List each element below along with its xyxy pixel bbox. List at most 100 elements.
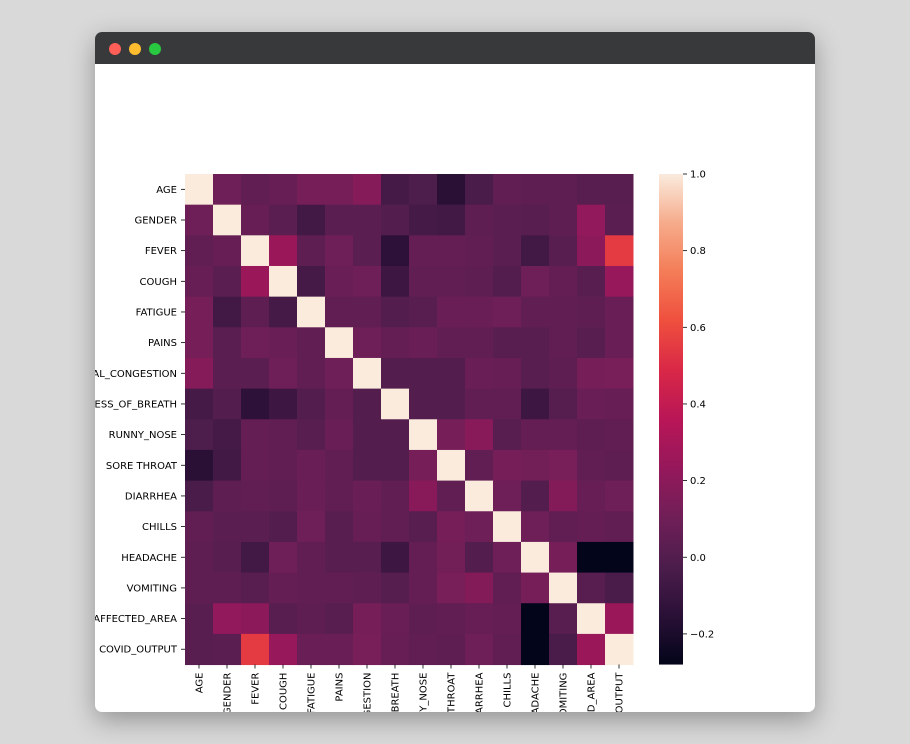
heatmap-cell (605, 235, 634, 267)
heatmap-cell (185, 633, 214, 666)
y-tick-labels: AGE GENDER FEVER COUGH FATIGUE PAINS AL_CONGES… (95, 185, 185, 656)
heatmap-cell (521, 541, 550, 574)
heatmap-cell (493, 449, 522, 482)
heatmap-cell (409, 480, 438, 512)
y-tick-label: RUNNY_NOSE (109, 430, 177, 441)
heatmap-cell (409, 603, 438, 635)
correlation-heatmap: AGE GENDER FEVER COUGH FATIGUE PAINS AL_CONGES… (95, 170, 714, 713)
heatmap-cell (465, 357, 494, 390)
zoom-window-button[interactable] (149, 43, 161, 55)
heatmap-cell (185, 327, 214, 359)
heatmap-cell (241, 449, 270, 482)
heatmap-cell (241, 296, 270, 328)
x-tick-label: RUNNY_NOSE (419, 673, 430, 712)
heatmap-cell (549, 357, 578, 390)
x-tick-label: DIARRHEA (475, 672, 486, 712)
heatmap-cell (325, 388, 354, 420)
heatmap-cell (353, 419, 382, 451)
x-tick-labels: AGE GENDER FEVER COUGH FATIGUE PAINS _CONGESTI… (195, 664, 626, 712)
heatmap-cell (185, 480, 214, 512)
heatmap-cell (605, 327, 634, 359)
heatmap-cell (409, 541, 438, 574)
heatmap-cell (577, 327, 606, 359)
heatmap-cell (241, 235, 270, 267)
heatmap-cell (521, 235, 550, 267)
heatmap-cell (325, 327, 354, 359)
heatmap-cell (549, 204, 578, 236)
heatmap-cell (465, 541, 494, 574)
colorbar-tick-label: 0.0 (690, 553, 706, 564)
heatmap-cell (577, 633, 606, 666)
heatmap-cell (213, 204, 242, 236)
heatmap-cell (241, 357, 270, 390)
minimize-window-button[interactable] (129, 43, 141, 55)
heatmap-cell (493, 603, 522, 635)
heatmap-cell (241, 204, 270, 236)
heatmap-cell (381, 296, 410, 328)
y-tick-label: COVID_OUTPUT (99, 645, 178, 656)
heatmap-cell (409, 265, 438, 298)
y-tick-label: AFFECTED_AREA (95, 614, 177, 625)
heatmap-cell (241, 633, 270, 666)
x-tick-label: SORE THROAT (447, 672, 458, 712)
figure-area: AGE GENDER FEVER COUGH FATIGUE PAINS AL_CONGES… (95, 64, 815, 713)
heatmap-cell (381, 265, 410, 298)
heatmap-cell (493, 419, 522, 451)
heatmap-cell (605, 572, 634, 604)
y-tick-label: FEVER (145, 246, 177, 257)
heatmap-cell (577, 603, 606, 635)
heatmap-cell (465, 388, 494, 420)
heatmap-cell (437, 327, 466, 359)
heatmap-cell (549, 265, 578, 298)
heatmap-cell (493, 265, 522, 298)
heatmap-cell (213, 480, 242, 512)
colorbar-ticks: 1.0 0.8 0.6 0.4 0.2 0.0 −0.2 (683, 170, 714, 640)
colorbar-tick-label: 0.4 (690, 399, 706, 410)
heatmap-cell (297, 388, 326, 420)
heatmap-cell (269, 296, 298, 328)
heatmap-cell (577, 235, 606, 267)
heatmap-cell (297, 174, 326, 206)
heatmap-cell (549, 541, 578, 574)
heatmap-cell (213, 296, 242, 328)
heatmap-cell (353, 511, 382, 543)
heatmap-cell (297, 204, 326, 236)
heatmap-cell (437, 449, 466, 482)
heatmap-cell (437, 541, 466, 574)
heatmap-cell (297, 572, 326, 604)
y-tick-label: ESS_OF_BREATH (95, 399, 177, 410)
heatmap-cell (465, 633, 494, 666)
heatmap-cell (297, 480, 326, 512)
heatmap-cell (241, 603, 270, 635)
x-tick-label: COUGH (279, 673, 290, 710)
y-tick-label: HEADACHE (121, 553, 177, 564)
close-window-button[interactable] (109, 43, 121, 55)
heatmap-cell (381, 174, 410, 206)
heatmap-cell (605, 419, 634, 451)
heatmap-cell (381, 357, 410, 390)
heatmap-cell (297, 235, 326, 267)
heatmap-cell (437, 235, 466, 267)
heatmap-cell (241, 572, 270, 604)
heatmap-cell (493, 357, 522, 390)
heatmap-cell (213, 388, 242, 420)
heatmap-cell (353, 480, 382, 512)
heatmap-cell (297, 511, 326, 543)
heatmap-cell (437, 572, 466, 604)
heatmap-cell (325, 204, 354, 236)
heatmap-cell (493, 633, 522, 666)
heatmap-cell (213, 419, 242, 451)
heatmap-cell (185, 265, 214, 298)
heatmap-cell (353, 174, 382, 206)
y-tick-label: AGE (156, 185, 177, 196)
heatmap-cell (325, 357, 354, 390)
heatmap-cell (213, 511, 242, 543)
heatmap-cell (577, 419, 606, 451)
heatmap-cell (325, 174, 354, 206)
heatmap-cell (269, 204, 298, 236)
y-tick-label: COUGH (140, 277, 177, 288)
heatmap-cell (325, 296, 354, 328)
heatmap-cell (549, 511, 578, 543)
heatmap-cell (381, 633, 410, 666)
heatmap-cell (549, 603, 578, 635)
